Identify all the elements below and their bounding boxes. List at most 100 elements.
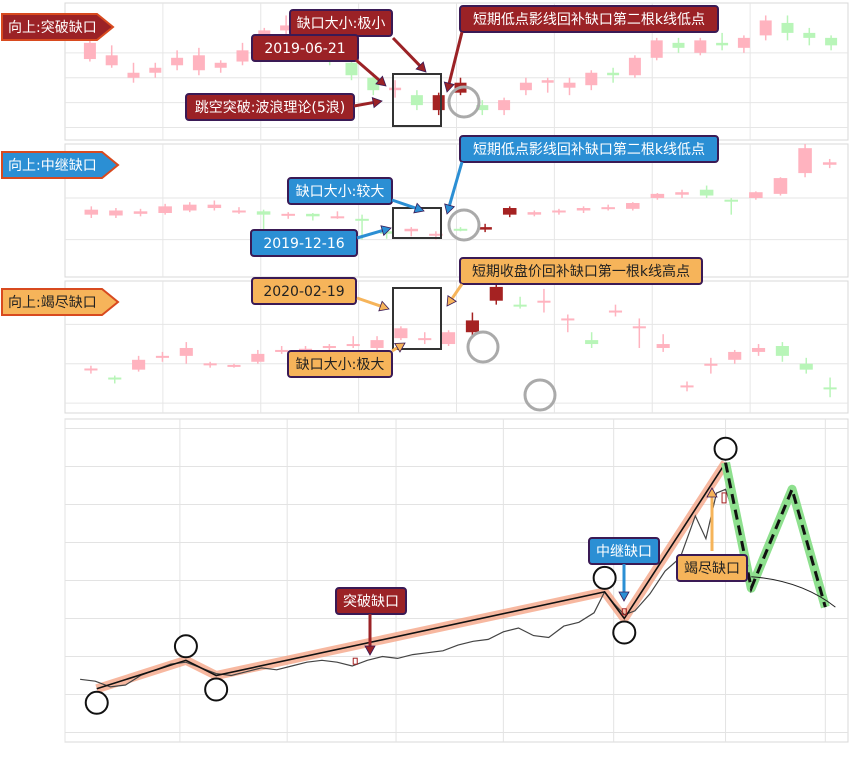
candle-body xyxy=(552,210,566,213)
candle-body xyxy=(737,37,750,48)
candle-body xyxy=(84,209,99,215)
date-arrow-shaft xyxy=(355,58,381,82)
breakaway-theory-label-callout: 跳空突破:波浪理论(5浪) xyxy=(185,93,355,121)
breakaway-gap-panel: 向上:突破缺口 缺口大小:极小 2019-06-21 跳空突破:波浪理论(5浪) 短期低… xyxy=(1,2,849,141)
gap-fill-rule-label-box xyxy=(459,5,719,33)
wave-line xyxy=(96,462,727,690)
candle-body xyxy=(563,82,576,88)
candle-body xyxy=(799,363,813,370)
date-arrow-shaft xyxy=(356,229,383,240)
candle-body xyxy=(759,20,772,36)
wave-point-circle xyxy=(713,436,738,461)
candle-body xyxy=(232,210,246,213)
candle-body xyxy=(608,310,623,313)
candle-body xyxy=(370,340,384,348)
gap-highlight-box xyxy=(392,73,442,127)
candle-body xyxy=(182,204,197,211)
candle-body xyxy=(656,344,670,348)
candle-body xyxy=(585,340,599,345)
candle-body xyxy=(672,42,685,48)
fill-arrow-head xyxy=(446,295,457,307)
gap-fill-rule-label: 短期收盘价回补缺口第一根k线高点 xyxy=(472,263,690,280)
candle-body xyxy=(825,37,838,46)
fill-arrow-shaft xyxy=(450,283,464,300)
candle-body xyxy=(650,193,665,199)
fill-arrow-head xyxy=(443,81,455,93)
candle-body xyxy=(83,42,96,60)
theory-arrow-head xyxy=(371,97,383,109)
wave-point-0 xyxy=(84,690,109,715)
gap-date-label-callout: 2020-02-19 xyxy=(251,277,357,305)
gap-fill-circle xyxy=(447,85,481,119)
candle-body xyxy=(442,332,456,345)
candle-body xyxy=(537,300,551,303)
candle-body xyxy=(601,207,615,210)
gap-fill-rule-label: 短期低点影线回补缺口第二根k线低点 xyxy=(473,141,705,158)
gap-fill-rule-label: 短期低点影线回补缺口第二根k线低点 xyxy=(473,11,705,28)
date-arrow-head xyxy=(378,300,390,312)
gap-fill-circle xyxy=(523,378,557,412)
gap-size-label: 缺口大小:极小 xyxy=(297,16,386,32)
gap-size-label-box xyxy=(287,350,393,378)
gap-size-label-callout: 缺口大小:较大 xyxy=(287,177,393,205)
candle-body xyxy=(724,199,739,202)
breakaway-gap-tag-callout: 突破缺口 xyxy=(335,587,407,615)
candle-body xyxy=(498,100,511,111)
gap-fill-rule-label-callout: 短期低点影线回补缺口第二根k线低点 xyxy=(459,135,719,163)
candle-body xyxy=(306,213,320,217)
candle-body xyxy=(418,338,432,341)
breakaway-arrow-head xyxy=(364,645,376,656)
candle-body xyxy=(803,32,816,38)
exhaustion-arrow-head xyxy=(706,487,718,498)
breakaway-gap-flag: 向上:突破缺口 xyxy=(1,13,115,41)
candle-body xyxy=(699,189,714,196)
exhaustion-gap-tag: 竭尽缺口 xyxy=(684,561,740,577)
runaway-gap-marker xyxy=(621,608,627,616)
candle-body xyxy=(298,348,313,351)
candle-body xyxy=(281,213,295,216)
candle-body xyxy=(127,72,140,78)
candle-body xyxy=(355,218,369,221)
projection-line xyxy=(724,462,827,608)
breakaway-gap-flag-shape xyxy=(1,13,115,41)
candle-body xyxy=(158,206,172,213)
exhaustion-gap-flag-label: 向上:竭尽缺口 xyxy=(8,295,97,311)
gap-date-label-box xyxy=(251,34,359,62)
candle-body xyxy=(513,304,527,307)
candle-body xyxy=(171,57,184,66)
candle-body xyxy=(773,178,788,194)
candle-body xyxy=(453,228,468,231)
gap-date-label: 2019-12-16 xyxy=(263,236,344,252)
candle-body xyxy=(203,363,217,366)
wave-point-4 xyxy=(612,620,637,645)
gap-size-label: 缺口大小:极大 xyxy=(296,357,385,373)
gap-fill-rule-label-callout: 短期收盘价回补缺口第一根k线高点 xyxy=(459,257,703,285)
gap-size-label: 缺口大小:较大 xyxy=(296,184,385,200)
candle-body xyxy=(214,62,227,68)
wave-point-5 xyxy=(713,436,738,461)
candle-body xyxy=(367,77,380,91)
wave-point-3 xyxy=(592,565,617,590)
candle-body xyxy=(109,210,123,216)
candle-body xyxy=(680,385,694,388)
gap-fill-rule-label-box xyxy=(459,257,703,285)
candle-body xyxy=(781,22,794,33)
wave-point-circle xyxy=(173,634,198,659)
candle-body xyxy=(236,50,249,62)
exhaustion-gap-marker xyxy=(721,492,727,504)
candle-body xyxy=(576,208,591,211)
candle-body xyxy=(84,368,98,371)
size-arrow-head xyxy=(413,202,425,214)
gap-size-label-box xyxy=(287,177,393,205)
runaway-gap-flag-shape xyxy=(1,151,120,179)
gap-date-label-box xyxy=(250,229,358,257)
candle-body xyxy=(207,204,222,209)
candle-body xyxy=(149,67,162,73)
candle-body xyxy=(155,355,170,358)
candle-body xyxy=(227,364,241,367)
breakaway-gap-flag-label: 向上:突破缺口 xyxy=(8,20,97,36)
date-arrow-shaft xyxy=(356,296,381,308)
gap-candle-body xyxy=(465,320,479,333)
